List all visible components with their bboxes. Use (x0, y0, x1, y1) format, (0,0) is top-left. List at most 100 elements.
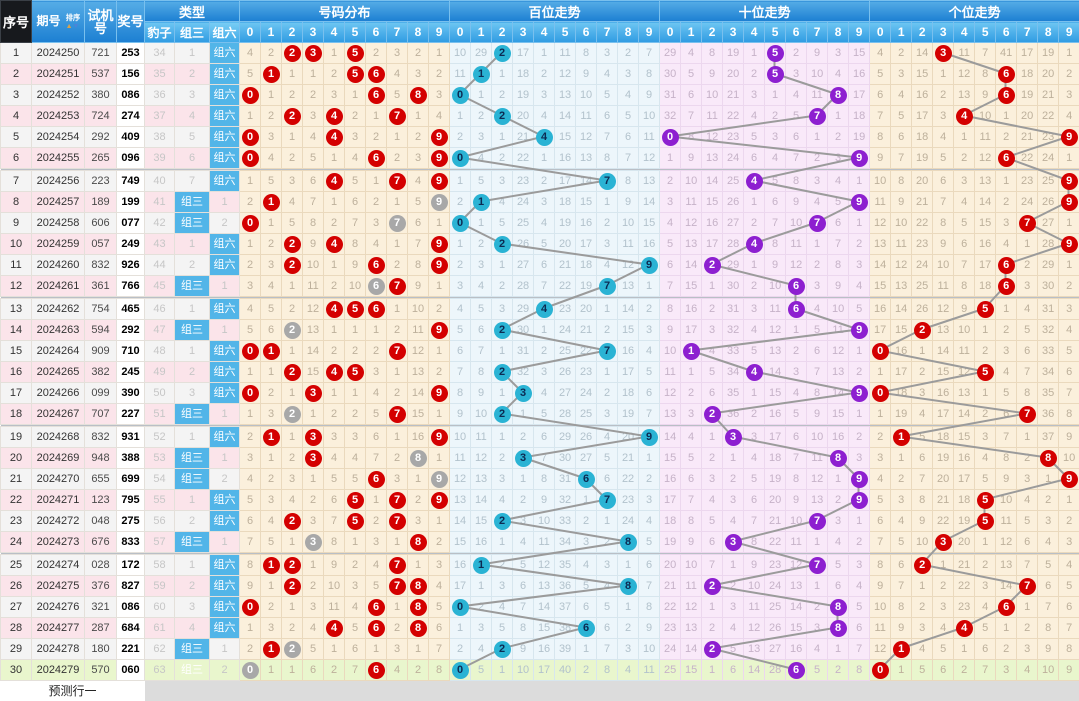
dist-cell: 4 (344, 596, 367, 618)
shi-cell: 2 (827, 126, 850, 148)
bai-cell: 3 (512, 510, 535, 532)
ge-cell: 26 (911, 298, 934, 320)
period-cell: 2024278 (31, 638, 85, 660)
bai-cell: 2 (491, 447, 514, 469)
sort-desc-icon[interactable]: ▼ (72, 22, 80, 30)
ge-cell: 1 (953, 638, 976, 660)
ge-cell: 6 (995, 596, 1018, 618)
shi-cell: 23 (764, 554, 787, 576)
shi-cell: 5 (659, 233, 682, 255)
bai-cell: 1 (449, 170, 472, 192)
dist-hit-circle: 3 (304, 385, 322, 402)
dist-cell: 1 (260, 426, 283, 448)
dist-cell: 8 (239, 554, 262, 576)
ge-cell: 5 (932, 147, 955, 169)
dist-hit-circle: 6 (367, 301, 385, 318)
shi-cell: 8 (680, 510, 703, 532)
dist-cell: 2 (239, 254, 262, 276)
dist-cell: 8 (407, 84, 430, 106)
prize-cell: 292 (116, 319, 145, 341)
shi-cell: 25 (722, 170, 745, 192)
shi-cell: 2 (701, 575, 724, 597)
ge-cell: 4 (932, 617, 955, 639)
digit-header: 5 (554, 21, 577, 43)
bai-cell: 2 (533, 170, 556, 192)
dist-cell: 6 (239, 510, 262, 532)
prize-cell: 077 (116, 212, 145, 234)
shi-cell: 2 (848, 233, 871, 255)
bai-cell: 5 (470, 170, 493, 192)
bai-cell: 14 (575, 170, 598, 192)
ge-cell: 5 (974, 489, 997, 511)
prediction-empty-cell (974, 680, 996, 701)
bai-cell: 3 (491, 170, 514, 192)
ge-cell: 8 (1058, 638, 1079, 660)
dist-cell: 3 (302, 426, 325, 448)
ge-cell: 6 (932, 659, 955, 681)
shi-cell: 35 (722, 382, 745, 404)
ge-cell: 7 (932, 191, 955, 213)
sort-control[interactable]: 排序 ▲▼ (65, 13, 81, 31)
bai-cell: 3 (449, 275, 472, 297)
seq-cell: 30 (0, 659, 32, 681)
shi-cell: 9 (659, 319, 682, 341)
ge-cell: 1 (995, 617, 1018, 639)
ge-cell: 1 (1058, 489, 1079, 511)
shi-cell: 3 (722, 531, 745, 553)
shi-cell: 9 (848, 382, 871, 404)
prediction-empty-cell (932, 680, 954, 701)
bai-cell: 16 (470, 531, 493, 553)
dist-cell: 2 (344, 403, 367, 425)
bai-cell: 23 (512, 170, 535, 192)
dist-cell: 6 (302, 170, 325, 192)
bai-cell: 13 (533, 575, 556, 597)
ge-cell: 21 (1037, 84, 1060, 106)
prize-cell: 766 (116, 275, 145, 297)
bai-cell: 5 (638, 531, 661, 553)
dist-hit-circle: 7 (388, 343, 406, 360)
trend-hit-circle: 6 (787, 278, 805, 295)
dist-cell: 3 (344, 126, 367, 148)
test-cell: 382 (84, 361, 117, 383)
trend-hit-circle: 4 (745, 236, 763, 253)
shi-cell: 9 (848, 468, 871, 490)
seq-cell: 24 (0, 531, 32, 553)
prediction-empty-cell (554, 680, 576, 701)
prediction-row: 预测行一 (0, 680, 1079, 701)
baozi-miss-cell: 39 (144, 147, 175, 169)
ge-cell: 3 (995, 212, 1018, 234)
sort-asc-icon[interactable]: ▲ (65, 22, 73, 30)
dist-cell: 3 (260, 254, 283, 276)
ge-cell: 15 (974, 212, 997, 234)
seq-cell: 15 (0, 340, 32, 362)
ge-cell: 2 (995, 191, 1018, 213)
baozi-miss-cell: 48 (144, 340, 175, 362)
dist-cell: 12 (407, 340, 430, 362)
bai-cell: 1 (449, 617, 472, 639)
ge-cell: 8 (869, 554, 892, 576)
ge-cell: 20 (911, 170, 934, 192)
bai-cell: 8 (470, 361, 493, 383)
ge-cell: 2 (932, 84, 955, 106)
digit-header: 7 (596, 21, 619, 43)
digit-header: 0 (869, 21, 892, 43)
prediction-empty-cell (428, 680, 450, 701)
baozi-miss-cell: 37 (144, 105, 175, 127)
dist-cell: 6 (365, 659, 388, 681)
dist-hit-circle: 6 (367, 620, 385, 637)
dist-cell: 1 (281, 63, 304, 85)
dist-cell: 15 (407, 403, 430, 425)
bai-cell: 4 (470, 275, 493, 297)
test-cell: 376 (84, 575, 117, 597)
zuliu-cell: 组六 (208, 340, 241, 362)
period-cell: 2024269 (31, 447, 85, 469)
dist-cell: 4 (323, 361, 346, 383)
ge-cell: 2 (974, 340, 997, 362)
bai-cell: 5 (596, 84, 619, 106)
ge-cell: 2 (974, 554, 997, 576)
shi-cell: 9 (764, 254, 787, 276)
dist-hit-circle: 2 (283, 578, 301, 595)
bai-cell: 19 (575, 275, 598, 297)
seq-cell: 12 (0, 275, 32, 297)
bai-cell: 23 (575, 361, 598, 383)
